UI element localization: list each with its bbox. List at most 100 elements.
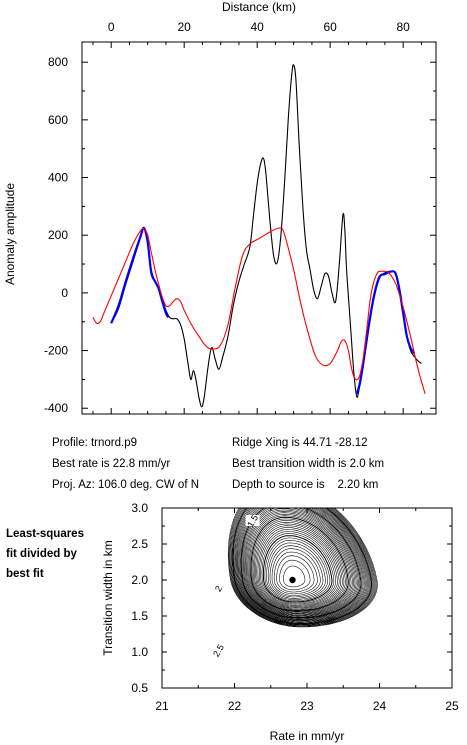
projection-azimuth-text: Proj. Az: 106.0 deg. CW of N [52,479,200,491]
contour-line [234,508,369,623]
contour-line [258,529,338,606]
ridge-crossing-text: Ridge Xing is 44.71 -28.12 [232,437,368,449]
contour-line [254,521,345,609]
x-tick-label: 25 [445,699,459,713]
profile-text: Profile: trnord.p9 [52,437,138,449]
contour-line [244,508,357,616]
y-tick-label: 200 [48,228,68,242]
anomaly-x-axis-label: Distance (km) [222,0,296,14]
contour-line [235,508,368,622]
contour-line [237,508,366,621]
contour-line [264,537,331,602]
y-tick-label: 400 [48,171,68,185]
contour-line [255,523,343,608]
y-tick-label: 0.5 [131,681,148,695]
anomaly-chart: Distance (km) Anomaly amplitude 0 20 40 60 8… [3,0,437,415]
misfit-y-axis-label: Transition width in km [101,540,115,656]
x-tick-label: 22 [228,699,242,713]
contour-line [249,515,350,613]
y-tick-label: 1.0 [131,645,148,659]
contour-line [266,540,328,600]
y-tick-label: 1.5 [131,609,148,623]
x-tick-label: 0 [108,20,115,34]
best-rate-text: Best rate is 22.8 mm/yr [52,458,171,470]
contour-line [240,508,363,619]
y-tick-label: 0 [61,286,68,300]
contour-line [228,508,377,627]
contour-line [256,525,342,608]
contour-label: 2 [213,584,224,593]
contour-description: Least-squares fit divided by best fit [6,524,84,584]
contour-line [243,508,358,617]
model-anomaly-line [92,227,426,394]
x-tick-label: 21 [155,699,169,713]
contour-line [230,508,374,626]
anomaly-series [92,64,426,408]
y-tick-label: 2.0 [131,573,148,587]
y-tick-label: 3.0 [131,501,148,515]
source-depth-text: Depth to source is 2.20 km [232,479,379,491]
contour-description-line: Least-squares [6,528,84,540]
y-tick-label: -400 [44,401,68,415]
contour-line [229,508,376,627]
contour-line [271,548,321,596]
contour-line [234,508,370,623]
x-tick-label: 24 [373,699,387,713]
contour-line [251,518,348,611]
anomaly-x-ticks: 0 20 40 60 80 [92,20,422,414]
misfit-x-ticks: 21 22 23 24 25 [155,508,459,713]
y-tick-label: 600 [48,113,68,127]
contour-line [267,542,326,599]
anomaly-y-axis-label: Anomaly amplitude [3,183,17,285]
transition-width-text: Best transition width is 2.0 km [232,458,385,470]
y-tick-label: -200 [44,344,68,358]
best-fit-marker [289,576,296,584]
contour-line [260,531,336,605]
x-tick-label: 20 [178,20,192,34]
contour-line [230,508,375,626]
contour-line [262,535,333,603]
misfit-contour-labels: 1.522.5 [211,513,260,658]
contour-line [239,508,364,620]
contour-line [283,565,306,588]
contour-line [276,555,315,593]
contour-line [279,559,311,591]
contour-line [240,508,362,619]
contour-line [242,508,359,617]
contour-line [250,516,349,612]
contour-line [248,513,352,613]
contour-label-background [245,514,260,526]
misfit-y-ticks: 0.5 1.0 1.5 2.0 2.5 3.0 [131,501,452,695]
contour-line [269,545,324,598]
observed-anomaly-line [110,64,422,408]
contour-line [246,511,354,615]
x-tick-label: 60 [323,20,337,34]
misfit-contour-chart: 1.522.5 21 22 23 24 25 0.5 1.0 1.5 2.0 2.5 3.0 Ra… [101,501,459,743]
contour-line [238,508,365,621]
contour-line [227,508,378,628]
contour-line [231,508,373,625]
anomaly-plot-frame [81,41,437,415]
contour-label-background [211,582,226,594]
contour-description-line: best fit [6,568,44,580]
contour-line [232,508,373,625]
contour-line [273,551,318,595]
fitted-segment-line [110,226,170,324]
contour-description-line: fit divided by [6,548,77,560]
y-tick-label: 800 [48,55,68,69]
x-tick-label: 80 [396,20,410,34]
contour-line [233,508,371,624]
contour-line [257,527,340,607]
x-tick-label: 23 [300,699,314,713]
fitted-segment-line [355,270,416,395]
contour-line [241,508,361,618]
misfit-contour-lines [227,508,378,628]
anomaly-y-ticks: -400 -200 0 200 400 600 800 [44,55,436,415]
misfit-x-axis-label: Rate in mm/yr [270,729,345,743]
contour-line [247,512,353,614]
x-tick-label: 40 [250,20,264,34]
y-tick-label: 2.5 [131,537,148,551]
contour-label-background [211,644,226,656]
contour-line [261,533,335,604]
